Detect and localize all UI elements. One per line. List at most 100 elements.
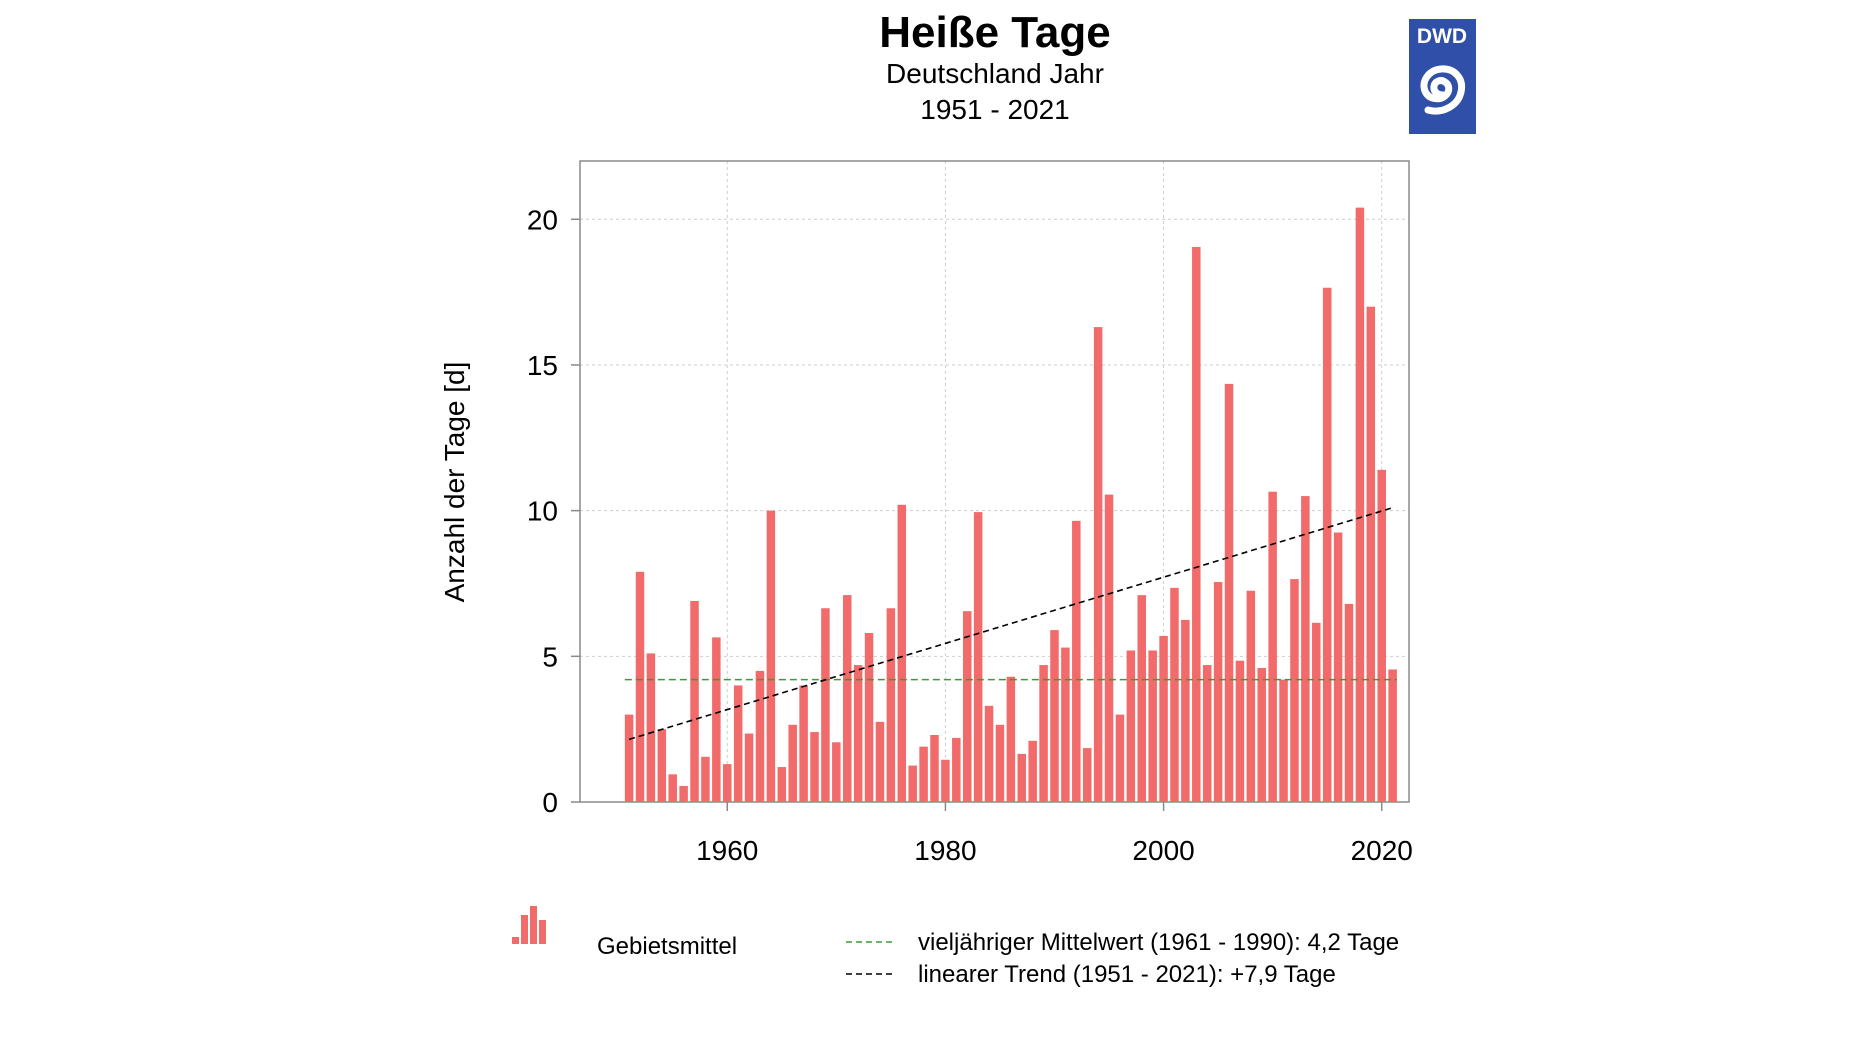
bar-2006 [1224,383,1234,802]
bar-1982 [962,611,972,802]
bar-1991 [1061,647,1070,802]
bar-1983 [973,512,983,802]
legend-mean-label: vieljähriger Mittelwert (1961 - 1990): 4… [918,929,1399,956]
bar-1979 [930,734,939,802]
bar-1980 [941,759,950,802]
bar-1973 [864,633,874,802]
y-tick-label: 5 [542,641,558,672]
y-tick-label: 20 [527,204,558,235]
bar-1966 [788,724,797,802]
bar-1985 [995,724,1005,802]
legend-bar-icon-bar [530,906,537,944]
bar-1986 [1006,676,1016,802]
bar-2009 [1257,667,1266,802]
bar-2005 [1213,582,1223,802]
bar-1962 [744,733,754,802]
bar-1958 [701,756,710,802]
bar-1974 [875,721,885,802]
bar-1972 [853,665,863,802]
x-axis-ticks: 1960 1980 2000 2020 [696,802,1413,866]
legend-bar-icon-bar [539,920,546,944]
bar-2018 [1355,207,1365,803]
bar-1997 [1126,650,1136,802]
bar-2011 [1279,679,1288,802]
bar-1960 [723,764,732,802]
bar-1988 [1028,740,1037,802]
chart-period: 1951 - 2021 [920,94,1069,125]
bar-2014 [1312,622,1321,802]
bar-1955 [668,774,677,802]
bar-2010 [1268,491,1277,802]
legend-bar-icon-bar [512,937,519,944]
bar-1959 [712,637,721,802]
bar-1956 [679,785,688,802]
bar-1954 [657,729,667,802]
bar-1967 [799,685,808,802]
bar-2000 [1159,635,1168,802]
bar-1992 [1072,520,1081,802]
bar-1971 [842,595,852,802]
bar-1969 [821,608,830,802]
bar-1998 [1137,595,1147,802]
y-axis-ticks: 0 5 10 15 20 [527,204,580,818]
bar-1957 [690,600,699,802]
bar-2002 [1181,619,1190,802]
dwd-logo-background [1409,19,1476,134]
x-tick-label: 2020 [1351,835,1413,866]
x-tick-label: 2000 [1132,835,1194,866]
x-tick-label: 1980 [914,835,976,866]
bar-1978 [919,746,928,802]
dwd-logo-text: DWD [1417,25,1467,48]
bar-2004 [1202,665,1212,802]
reference-lines [624,506,1397,741]
bar-1952 [635,571,645,802]
bar-2003 [1192,246,1201,802]
bar-2017 [1344,603,1354,802]
bar-1975 [886,608,896,802]
bar-1987 [1017,753,1027,802]
y-tick-label: 0 [542,787,558,818]
y-tick-label: 15 [527,350,558,381]
bar-1965 [777,767,787,802]
dwd-logo: DWD [1409,19,1476,134]
bar-chart-icon [512,906,546,944]
y-axis-label: Anzahl der Tage [d] [439,362,470,603]
plot-frame [579,160,1410,803]
bar-2015 [1322,287,1332,803]
legend: Gebietsmittel vieljähriger Mittelwert (1… [512,906,1399,988]
bar-1996 [1115,714,1125,802]
bar-1989 [1039,665,1048,802]
bar-1977 [908,765,917,802]
legend-bars-label: Gebietsmittel [597,933,737,960]
bar-1993 [1082,748,1092,802]
bar-2012 [1290,579,1299,802]
trend-line [628,506,1393,741]
bar-2016 [1333,532,1343,802]
bar-1951 [624,714,634,802]
bar-1961 [733,685,743,802]
bar-1953 [646,653,656,802]
legend-trend-label: linearer Trend (1951 - 2021): +7,9 Tage [918,961,1336,988]
bar-2007 [1235,660,1245,802]
bar-1999 [1148,650,1157,802]
bar-2019 [1366,306,1376,802]
bars [624,207,1397,803]
bar-1970 [832,742,841,802]
bar-2013 [1301,496,1310,802]
bar-1964 [766,510,776,802]
bar-1976 [897,504,907,802]
y-tick-label: 10 [527,496,558,527]
legend-bar-icon-bar [521,915,528,944]
bar-1994 [1093,327,1103,802]
bar-1984 [984,705,994,802]
bar-1963 [755,670,765,802]
bar-2021 [1388,669,1397,802]
bar-2008 [1246,590,1256,802]
bar-2001 [1170,587,1179,802]
bar-1981 [952,737,961,802]
bar-1990 [1050,630,1059,802]
chart-title: Heiße Tage [879,8,1110,57]
bar-2020 [1377,469,1386,802]
